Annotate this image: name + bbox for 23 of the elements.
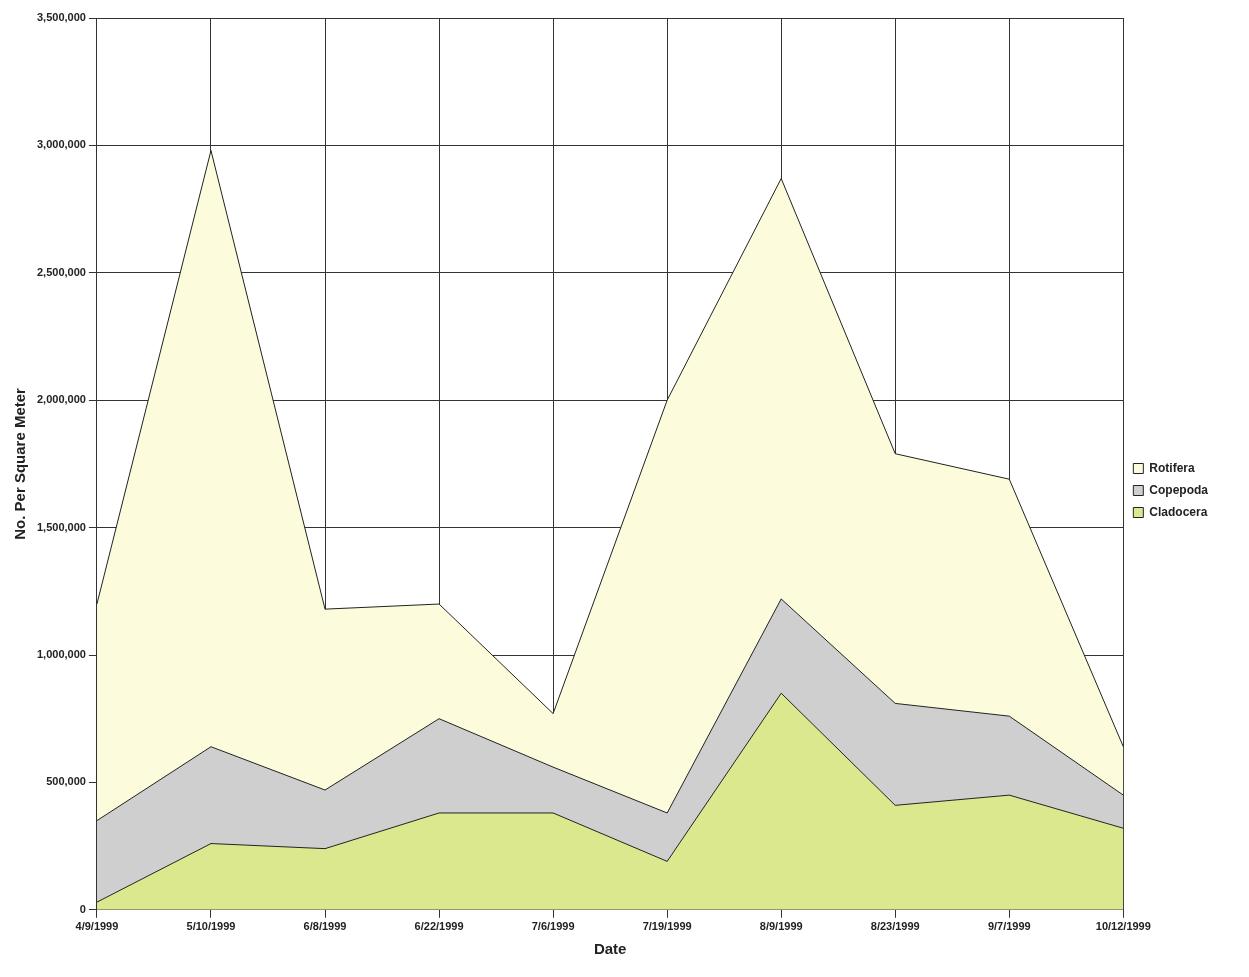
y-tick-label: 3,000,000 bbox=[37, 138, 86, 151]
y-tick-label: 2,000,000 bbox=[37, 393, 86, 406]
x-tick-label: 6/22/1999 bbox=[414, 920, 464, 933]
x-tick-label: 10/12/1999 bbox=[1095, 920, 1151, 933]
x-tick-label: 6/8/1999 bbox=[303, 920, 347, 933]
y-axis-title: No. Per Square Meter bbox=[11, 387, 29, 540]
legend-label: Copepoda bbox=[1149, 482, 1209, 497]
x-tick-label: 7/6/1999 bbox=[531, 920, 575, 933]
y-tick-label: 1,000,000 bbox=[37, 648, 86, 661]
x-tick-label: 9/7/1999 bbox=[987, 920, 1031, 933]
y-tick-label: 1,500,000 bbox=[37, 520, 86, 533]
y-tick-label: 0 bbox=[79, 902, 86, 915]
y-tick-label: 2,500,000 bbox=[37, 265, 86, 278]
x-tick-label: 4/9/1999 bbox=[75, 920, 119, 933]
y-tick-label: 500,000 bbox=[46, 775, 86, 788]
x-tick-label: 8/9/1999 bbox=[759, 920, 803, 933]
legend-label: Cladocera bbox=[1149, 504, 1208, 519]
legend-label: Rotifera bbox=[1149, 460, 1195, 475]
y-tick-label: 3,500,000 bbox=[37, 11, 86, 24]
x-tick-label: 7/19/1999 bbox=[642, 920, 692, 933]
x-tick-label: 5/10/1999 bbox=[186, 920, 236, 933]
x-tick-label: 8/23/1999 bbox=[870, 920, 920, 933]
x-axis-title: Date bbox=[593, 940, 627, 958]
